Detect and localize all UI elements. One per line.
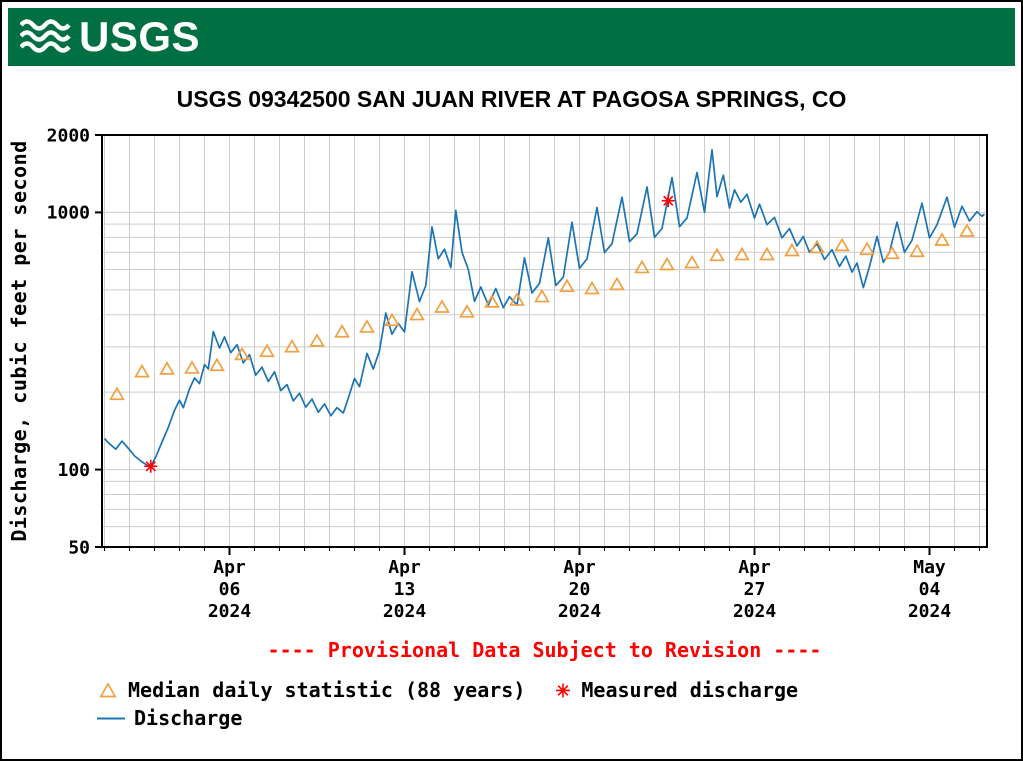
series-median (109, 223, 975, 401)
plot-frame (101, 134, 988, 548)
vertical-gridlines (104, 135, 980, 547)
svg-text:04: 04 (919, 579, 941, 600)
horizontal-gridlines (102, 211, 987, 528)
legend-discharge-label: Discharge (134, 706, 243, 730)
legend-item-median: Median daily statistic (88 years) (96, 678, 525, 702)
usgs-header-banner: USGS (8, 8, 1015, 66)
discharge-line-icon (97, 717, 125, 719)
svg-text:100: 100 (57, 460, 90, 481)
svg-text:2024: 2024 (383, 601, 427, 622)
hydrograph-chart: 2000100010050Apr062024Apr132024Apr202024… (7, 125, 988, 622)
svg-text:27: 27 (744, 579, 766, 600)
svg-text:Apr: Apr (563, 557, 596, 578)
median-triangle-icon (99, 681, 117, 697)
svg-text:2024: 2024 (558, 601, 602, 622)
legend-measured-label: Measured discharge (581, 678, 799, 702)
legend-item-discharge: Discharge (96, 706, 242, 730)
series-discharge (103, 149, 986, 468)
usgs-logo-text: USGS (79, 13, 201, 60)
y-tick-labels: 2000 1000 100 50 (47, 125, 90, 558)
svg-text:May: May (913, 557, 946, 578)
legend-median-label: Median daily statistic (88 years) (128, 678, 526, 702)
legend-item-measured: Measured discharge (553, 678, 798, 702)
svg-text:Apr: Apr (388, 557, 421, 578)
chart-title: USGS 09342500 SAN JUAN RIVER AT PAGOSA S… (176, 86, 847, 112)
usgs-waves-icon (20, 19, 71, 53)
chart-legend: Median daily statistic (88 years) Measur… (96, 676, 798, 732)
measured-asterisk-icon (556, 683, 571, 697)
svg-text:Apr: Apr (213, 557, 246, 578)
legend-row-2: Discharge (96, 704, 798, 732)
y-axis-title: Discharge, cubic feet per second (7, 140, 31, 541)
legend-row-1: Median daily statistic (88 years) Measur… (96, 676, 798, 704)
svg-text:1000: 1000 (47, 203, 90, 224)
svg-text:2000: 2000 (47, 125, 90, 146)
svg-text:2024: 2024 (733, 601, 777, 622)
svg-text:Apr: Apr (738, 557, 771, 578)
usgs-logo: USGS (20, 16, 200, 58)
x-tick-labels: Apr062024Apr132024Apr202024Apr272024May0… (208, 557, 952, 622)
svg-text:13: 13 (394, 579, 416, 600)
svg-text:20: 20 (569, 579, 591, 600)
series-measured (144, 194, 675, 473)
svg-text:50: 50 (68, 537, 90, 558)
svg-text:2024: 2024 (908, 601, 952, 622)
svg-text:2024: 2024 (208, 601, 252, 622)
svg-text:06: 06 (219, 579, 241, 600)
provisional-notice: ---- Provisional Data Subject to Revisio… (267, 638, 822, 662)
svg-text:Discharge, cubic feet per seco: Discharge, cubic feet per second (7, 140, 31, 541)
